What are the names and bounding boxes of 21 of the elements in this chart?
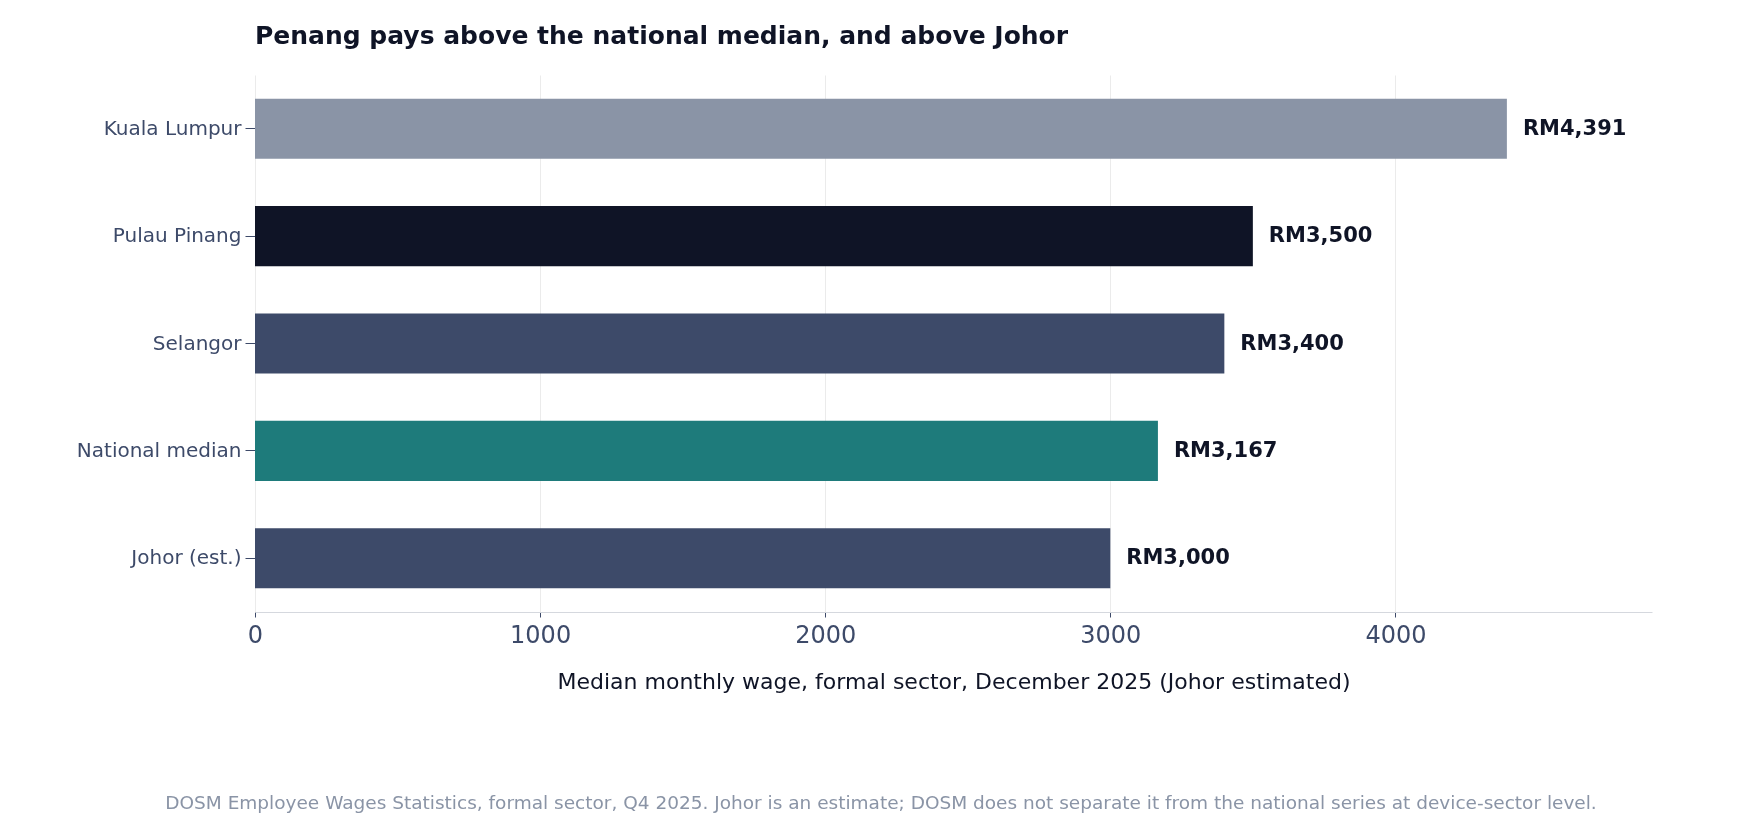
y-tick-label: Pulau Pinang (112, 223, 242, 248)
y-tick-label: Johor (est.) (129, 545, 242, 570)
data-label: RM3,500 (1268, 223, 1373, 248)
bar (255, 206, 1253, 267)
bar (255, 98, 1507, 159)
chart-title: Penang pays above the national median, and above Johor (255, 21, 1069, 50)
y-tick-label: Kuala Lumpur (103, 115, 243, 140)
x-tick-label: 1000 (510, 620, 572, 649)
data-label: RM3,000 (1126, 545, 1230, 570)
bar (255, 420, 1158, 481)
data-label: RM4,391 (1522, 115, 1627, 140)
x-tick-label: 3000 (1080, 620, 1142, 649)
text: DOSM Employee Wages Statistics, formal sector, Q4 2025. Johor is an estimate; DOSM does not separate it from the national series at device-sector level. (164, 792, 1598, 813)
data-label: RM3,167 (1173, 437, 1278, 462)
x-tick-label: 2000 (795, 620, 857, 649)
y-tick-label: National median (76, 437, 242, 462)
data-label: RM3,400 (1240, 330, 1344, 355)
x-tick-label: 4000 (1365, 620, 1427, 649)
x-tick-label: 0 (247, 620, 264, 649)
y-tick-label: Selangor (152, 330, 243, 355)
x-axis-title: Median monthly wage, formal sector, December 2025 (Johor estimated) (557, 668, 1351, 694)
